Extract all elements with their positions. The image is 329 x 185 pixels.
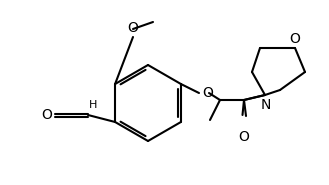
Text: O: O xyxy=(41,108,52,122)
Text: O: O xyxy=(239,130,249,144)
Text: N: N xyxy=(261,98,271,112)
Text: O: O xyxy=(128,21,139,35)
Text: O: O xyxy=(202,86,213,100)
Text: O: O xyxy=(290,32,300,46)
Text: H: H xyxy=(89,100,97,110)
